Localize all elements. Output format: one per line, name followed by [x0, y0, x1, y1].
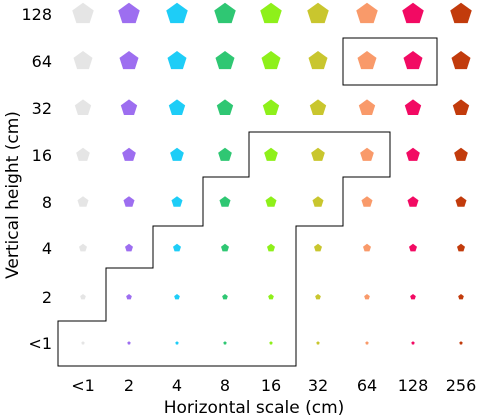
y-tick-label: 64	[32, 52, 52, 71]
marker-xlt1-y2	[80, 294, 86, 300]
y-tick-label: 128	[21, 5, 52, 24]
marker-x128-y32	[404, 99, 422, 115]
marker-x4-y8	[171, 196, 183, 207]
y-axis-label: Vertical height (cm)	[3, 111, 23, 279]
marker-x32-y32	[309, 99, 327, 115]
marker-xlt1-y16	[76, 147, 90, 161]
x-tick-label: 16	[261, 376, 281, 395]
marker-x16-y8	[265, 196, 277, 207]
y-tick-label: 16	[32, 146, 52, 165]
marker-x16-y128	[260, 2, 282, 24]
y-tick-label: 32	[32, 99, 52, 118]
marker-x256-y2	[458, 294, 464, 300]
marker-x256-y8	[455, 196, 467, 207]
marker-x2-y16	[122, 147, 136, 161]
top-box-outline	[342, 37, 438, 86]
marker-x128-y4	[409, 243, 417, 252]
marker-x2-y4	[125, 243, 133, 252]
marker-xlt1-y32	[74, 99, 92, 115]
marker-x32-ylt1	[316, 341, 320, 345]
marker-x64-y128	[356, 2, 378, 24]
marker-x8-y8	[219, 196, 231, 207]
marker-x128-y8	[407, 196, 419, 207]
marker-x32-y128	[307, 2, 329, 24]
marker-x32-y4	[314, 243, 322, 252]
marker-x16-y4	[267, 243, 275, 252]
x-tick-labels: <1 2 4 8 16 32 64 128 256	[71, 376, 476, 395]
marker-x4-ylt1	[175, 341, 179, 345]
marker-x4-y16	[170, 147, 184, 161]
x-axis-label: Horizontal scale (cm)	[164, 398, 345, 418]
x-tick-label: 256	[446, 376, 477, 395]
marker-x32-y8	[312, 196, 324, 207]
marker-x64-y16	[360, 147, 374, 161]
x-tick-label: 128	[398, 376, 429, 395]
marker-x8-y64	[215, 51, 235, 70]
marker-x256-y64	[451, 51, 471, 70]
marker-x8-y4	[221, 243, 229, 252]
marker-x2-y32	[120, 99, 138, 115]
marker-x64-ylt1	[365, 341, 369, 345]
marker-xlt1-y4	[79, 243, 87, 252]
marker-x64-y8	[361, 196, 373, 207]
marker-xlt1-y128	[72, 2, 94, 24]
x-tick-label: 2	[124, 376, 134, 395]
y-tick-label: <1	[28, 334, 52, 353]
marker-x128-ylt1	[411, 341, 415, 345]
y-tick-label: 2	[42, 288, 52, 307]
marker-x8-y128	[214, 2, 236, 24]
marker-x8-y2	[222, 294, 228, 300]
marker-x256-y128	[450, 2, 472, 24]
marker-x4-y32	[168, 99, 186, 115]
marker-x2-ylt1	[127, 341, 131, 345]
marker-x8-y32	[216, 99, 234, 115]
marker-x4-y4	[173, 243, 181, 252]
marker-x64-y2	[364, 294, 370, 300]
marker-x4-y128	[166, 2, 188, 24]
marker-x2-y2	[126, 294, 132, 300]
marker-x64-y4	[363, 243, 371, 252]
marker-x4-y2	[174, 294, 180, 300]
marker-x128-y128	[402, 2, 424, 24]
marker-x16-ylt1	[269, 341, 273, 345]
x-tick-label: <1	[71, 376, 95, 395]
staircase-region-outline	[57, 131, 391, 367]
marker-x16-y32	[262, 99, 280, 115]
marker-x32-y16	[311, 147, 325, 161]
y-tick-label: 4	[42, 239, 52, 258]
marker-x16-y2	[268, 294, 274, 300]
x-tick-label: 8	[220, 376, 230, 395]
marker-x128-y2	[410, 294, 416, 300]
marker-x2-y8	[123, 196, 135, 207]
marker-x16-y16	[264, 147, 278, 161]
marker-xlt1-ylt1	[81, 341, 85, 345]
x-tick-label: 32	[308, 376, 328, 395]
marker-x32-y64	[308, 51, 328, 70]
marker-x32-y2	[315, 294, 321, 300]
marker-x8-y16	[218, 147, 232, 161]
marker-x256-y16	[454, 147, 468, 161]
marker-x8-ylt1	[223, 341, 227, 345]
marker-xlt1-y64	[73, 51, 93, 70]
marker-x2-y64	[119, 51, 139, 70]
marker-x16-y64	[261, 51, 281, 70]
marker-x128-y64	[403, 51, 423, 70]
marker-x64-y32	[358, 99, 376, 115]
marker-x4-y64	[167, 51, 187, 70]
marker-xlt1-y8	[77, 196, 89, 207]
x-tick-label: 4	[172, 376, 182, 395]
marker-x256-ylt1	[459, 341, 463, 345]
marker-x256-y32	[452, 99, 470, 115]
x-tick-label: 64	[357, 376, 377, 395]
marks-layer	[72, 2, 472, 345]
y-tick-label: 8	[42, 193, 52, 212]
marker-x128-y16	[406, 147, 420, 161]
y-tick-labels: <1 2 4 8 16 32 64 128	[21, 5, 52, 353]
marker-x2-y128	[118, 2, 140, 24]
marker-x64-y64	[357, 51, 377, 70]
marker-x256-y4	[457, 243, 465, 252]
